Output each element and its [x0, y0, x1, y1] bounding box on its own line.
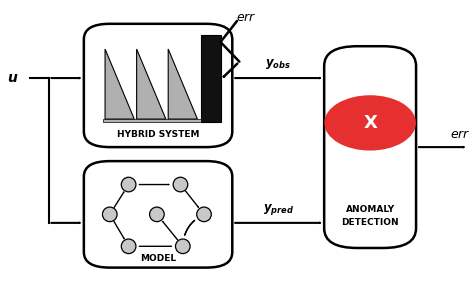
- Polygon shape: [105, 49, 134, 119]
- Text: ANOMALY
DETECTION: ANOMALY DETECTION: [341, 205, 399, 226]
- FancyArrowPatch shape: [185, 221, 194, 235]
- Ellipse shape: [173, 177, 188, 192]
- FancyBboxPatch shape: [324, 46, 416, 248]
- Circle shape: [325, 96, 415, 149]
- Polygon shape: [168, 49, 197, 119]
- Ellipse shape: [150, 207, 164, 222]
- Text: MODEL: MODEL: [140, 254, 176, 263]
- Text: $\mathit{err}$: $\mathit{err}$: [450, 128, 470, 141]
- Text: $\bfit{u}$: $\bfit{u}$: [8, 71, 19, 85]
- Ellipse shape: [102, 207, 117, 222]
- Text: HYBRID SYSTEM: HYBRID SYSTEM: [117, 130, 200, 139]
- Ellipse shape: [121, 177, 136, 192]
- Text: $\bfit{y}_{\bfit{pred}}$: $\bfit{y}_{\bfit{pred}}$: [263, 202, 294, 217]
- FancyBboxPatch shape: [84, 24, 232, 147]
- FancyArrowPatch shape: [185, 220, 195, 234]
- Ellipse shape: [121, 239, 136, 254]
- Text: $\bfit{y}_{\bfit{obs}}$: $\bfit{y}_{\bfit{obs}}$: [265, 57, 291, 71]
- FancyBboxPatch shape: [84, 161, 232, 268]
- Bar: [201, 35, 221, 122]
- Ellipse shape: [175, 239, 190, 254]
- Text: $\mathit{err}$: $\mathit{err}$: [236, 11, 257, 24]
- Polygon shape: [137, 49, 166, 119]
- Ellipse shape: [197, 207, 211, 222]
- Text: X: X: [363, 114, 377, 132]
- Bar: [103, 119, 201, 122]
